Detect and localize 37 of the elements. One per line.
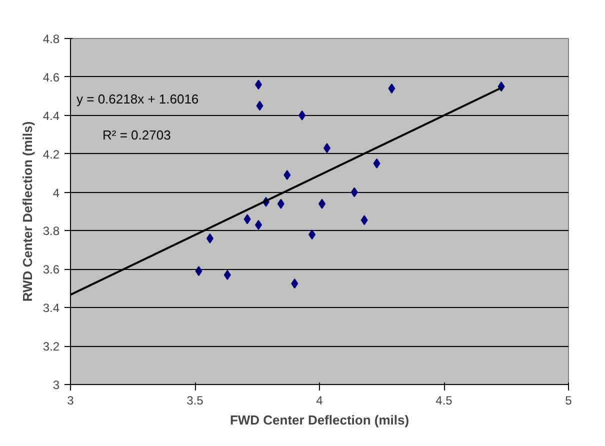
- point: [284, 170, 291, 180]
- y-tick-label: 4.2: [42, 147, 60, 162]
- x-axis-title: FWD Center Deflection (mils): [230, 412, 410, 428]
- point: [318, 198, 326, 209]
- point: [256, 100, 264, 111]
- point: [298, 110, 306, 120]
- point: [308, 230, 316, 240]
- point: [388, 83, 396, 94]
- y-tick-label: 3.8: [42, 224, 60, 238]
- x-tick-label: 3: [67, 394, 74, 408]
- point: [277, 198, 284, 209]
- y-tick-label: 3.4: [42, 301, 60, 316]
- y-tick-label: 4.4: [42, 108, 60, 123]
- y-tick-label: 4.8: [42, 32, 60, 46]
- point: [291, 278, 298, 289]
- point: [244, 214, 251, 224]
- point: [206, 233, 214, 244]
- x-tick-label: 4.5: [436, 394, 453, 408]
- y-axis-title: RWD Center Deflection (mils): [20, 121, 35, 302]
- point: [254, 80, 262, 90]
- point: [323, 143, 330, 154]
- point: [360, 215, 368, 226]
- y-tick-label: 3.2: [42, 340, 60, 354]
- x-tick-label: 3.5: [186, 394, 204, 408]
- y-tick-label: 4.6: [42, 70, 60, 84]
- x-tick-label: 4: [316, 394, 324, 408]
- point: [224, 270, 231, 280]
- annotation: R² = 0.2703: [102, 128, 171, 142]
- y-tick-label: 3.6: [42, 262, 60, 277]
- annotation: y = 0.6218x + 1.6016: [76, 92, 199, 106]
- point: [373, 158, 380, 168]
- y-tick-label: 3: [52, 378, 60, 392]
- point: [195, 266, 202, 276]
- point: [254, 220, 262, 230]
- y-tick-label: 4: [52, 186, 60, 200]
- point: [350, 187, 358, 198]
- x-tick-label: 5: [565, 394, 572, 408]
